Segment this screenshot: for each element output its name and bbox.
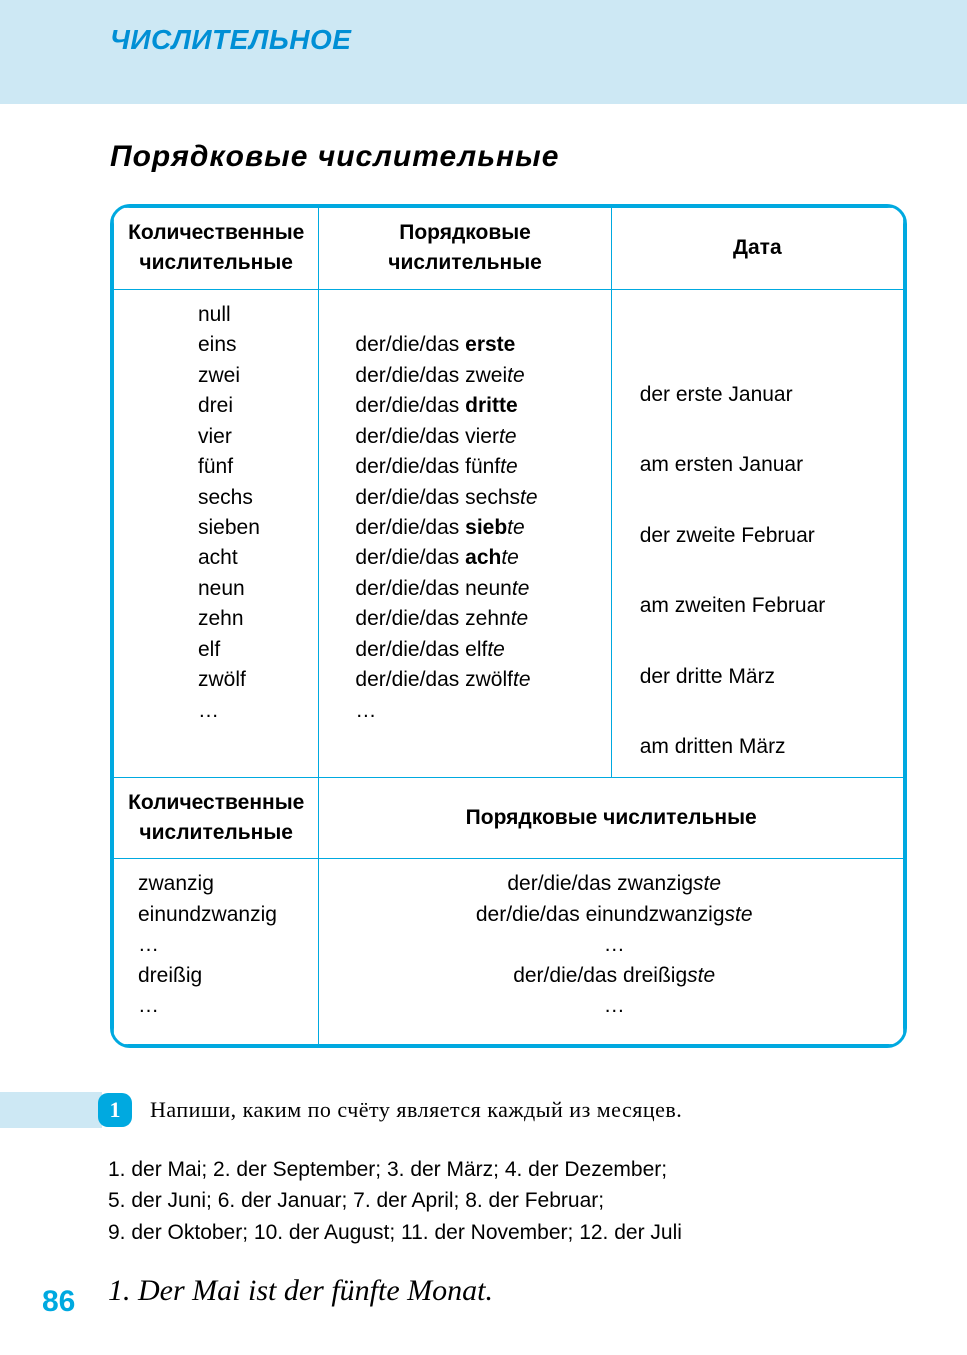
table-header-row-1: Количественные числительные Порядковые ч…	[114, 208, 904, 290]
cardinal-item: zehn	[166, 604, 304, 634]
cardinal-item: …	[138, 991, 304, 1021]
cardinal-item: elf	[166, 635, 304, 665]
ordinal-item: der/die/das achte	[347, 543, 596, 573]
header-band: ЧИСЛИТЕЛЬНОЕ	[0, 0, 967, 104]
months-line: 9. der Oktober; 10. der August; 11. der …	[108, 1217, 907, 1249]
table-header-row-2: Количественные числительные Порядковые ч…	[114, 777, 904, 859]
th-ordinal-2: Порядковые числительные	[319, 777, 904, 859]
ordinals-cell: der/die/das ersteder/die/das zweiteder/d…	[319, 289, 611, 777]
ordinal-item: der/die/das einundzwanzigste	[339, 900, 889, 930]
cardinal-item: drei	[166, 391, 304, 421]
page-header: ЧИСЛИТЕЛЬНОЕ	[110, 24, 351, 55]
ordinal-item: der/die/das neunte	[347, 574, 596, 604]
cardinal-item: zwölf	[166, 665, 304, 695]
th-cardinal-2: Количественные числительные	[114, 777, 319, 859]
date-item: am ersten Januar	[636, 410, 889, 480]
dates-cell: der erste Januaram ersten Januarder zwei…	[611, 289, 903, 777]
months-line: 5. der Juni; 6. der Januar; 7. der April…	[108, 1185, 907, 1217]
numerals-table: Количественные числительные Порядковые ч…	[110, 204, 907, 1048]
ordinal-item: der/die/das zehnte	[347, 604, 596, 634]
ordinal-item: der/die/das zweite	[347, 361, 596, 391]
exercise-number-badge: 1	[98, 1093, 132, 1127]
ordinal-item: der/die/das siebte	[347, 513, 596, 543]
ordinal-item: der/die/das vierte	[347, 422, 596, 452]
th-cardinal: Количественные числительные	[114, 208, 319, 290]
cardinal-item: …	[138, 930, 304, 960]
cardinal-item: eins	[166, 330, 304, 360]
ordinal-item: …	[339, 930, 889, 960]
ordinal-item: der/die/das erste	[347, 330, 596, 360]
exercise-prompt: Напиши, каким по счёту является каждый и…	[150, 1097, 682, 1123]
exercise-header: 1 Напиши, каким по счёту является каждый…	[0, 1092, 967, 1128]
cardinals-cell-2: zwanzigeinundzwanzig…dreißig…	[114, 859, 319, 1044]
cardinal-item: zwei	[166, 361, 304, 391]
cardinal-item: einundzwanzig	[138, 900, 304, 930]
ordinal-item: der/die/das elfte	[347, 635, 596, 665]
cardinal-item: zwanzig	[138, 869, 304, 899]
table-body-row-2: zwanzigeinundzwanzig…dreißig… der/die/da…	[114, 859, 904, 1044]
cardinal-item: neun	[166, 574, 304, 604]
th-ordinal: Порядковые числительные	[319, 208, 611, 290]
ordinal-item: der/die/das dritte	[347, 391, 596, 421]
ordinal-item: …	[339, 991, 889, 1021]
page: ЧИСЛИТЕЛЬНОЕ Порядковые числительные Кол…	[0, 0, 967, 1355]
date-item: der dritte März	[636, 622, 889, 692]
page-number: 86	[42, 1285, 75, 1319]
date-item: am dritten März	[636, 692, 889, 762]
date-item: am zweiten Februar	[636, 551, 889, 621]
table-body-row-1: nulleinszweidreivierfünfsechssiebenachtn…	[114, 289, 904, 777]
cardinal-item: sieben	[166, 513, 304, 543]
ordinals-cell-2: der/die/das zwanzigsteder/die/das einund…	[319, 859, 904, 1044]
exercise-sample-answer: 1. Der Mai ist der fünfte Monat.	[108, 1274, 967, 1308]
ordinal-item: der/die/das dreißigste	[339, 961, 889, 991]
cardinal-item: dreißig	[138, 961, 304, 991]
cardinal-item: null	[166, 300, 304, 330]
cardinal-item: …	[166, 696, 304, 726]
cardinal-item: fünf	[166, 452, 304, 482]
tables-container: Количественные числительные Порядковые ч…	[110, 204, 907, 1048]
cardinal-item: vier	[166, 422, 304, 452]
exercise-band	[0, 1092, 102, 1128]
cardinals-cell: nulleinszweidreivierfünfsechssiebenachtn…	[114, 289, 319, 777]
ordinal-item: der/die/das sechste	[347, 483, 596, 513]
date-item: der erste Januar	[636, 340, 889, 410]
exercise-months: 1. der Mai; 2. der September; 3. der Mär…	[108, 1154, 907, 1249]
ordinal-item: der/die/das fünfte	[347, 452, 596, 482]
th-date: Дата	[611, 208, 903, 290]
date-item: der zweite Februar	[636, 481, 889, 551]
cardinal-item: acht	[166, 543, 304, 573]
ordinal-item: der/die/das zwölfte	[347, 665, 596, 695]
months-line: 1. der Mai; 2. der September; 3. der Mär…	[108, 1154, 907, 1186]
section-subtitle: Порядковые числительные	[110, 140, 967, 174]
cardinal-item: sechs	[166, 483, 304, 513]
ordinal-item: der/die/das zwanzigste	[339, 869, 889, 899]
exercise-number: 1	[110, 1097, 121, 1123]
